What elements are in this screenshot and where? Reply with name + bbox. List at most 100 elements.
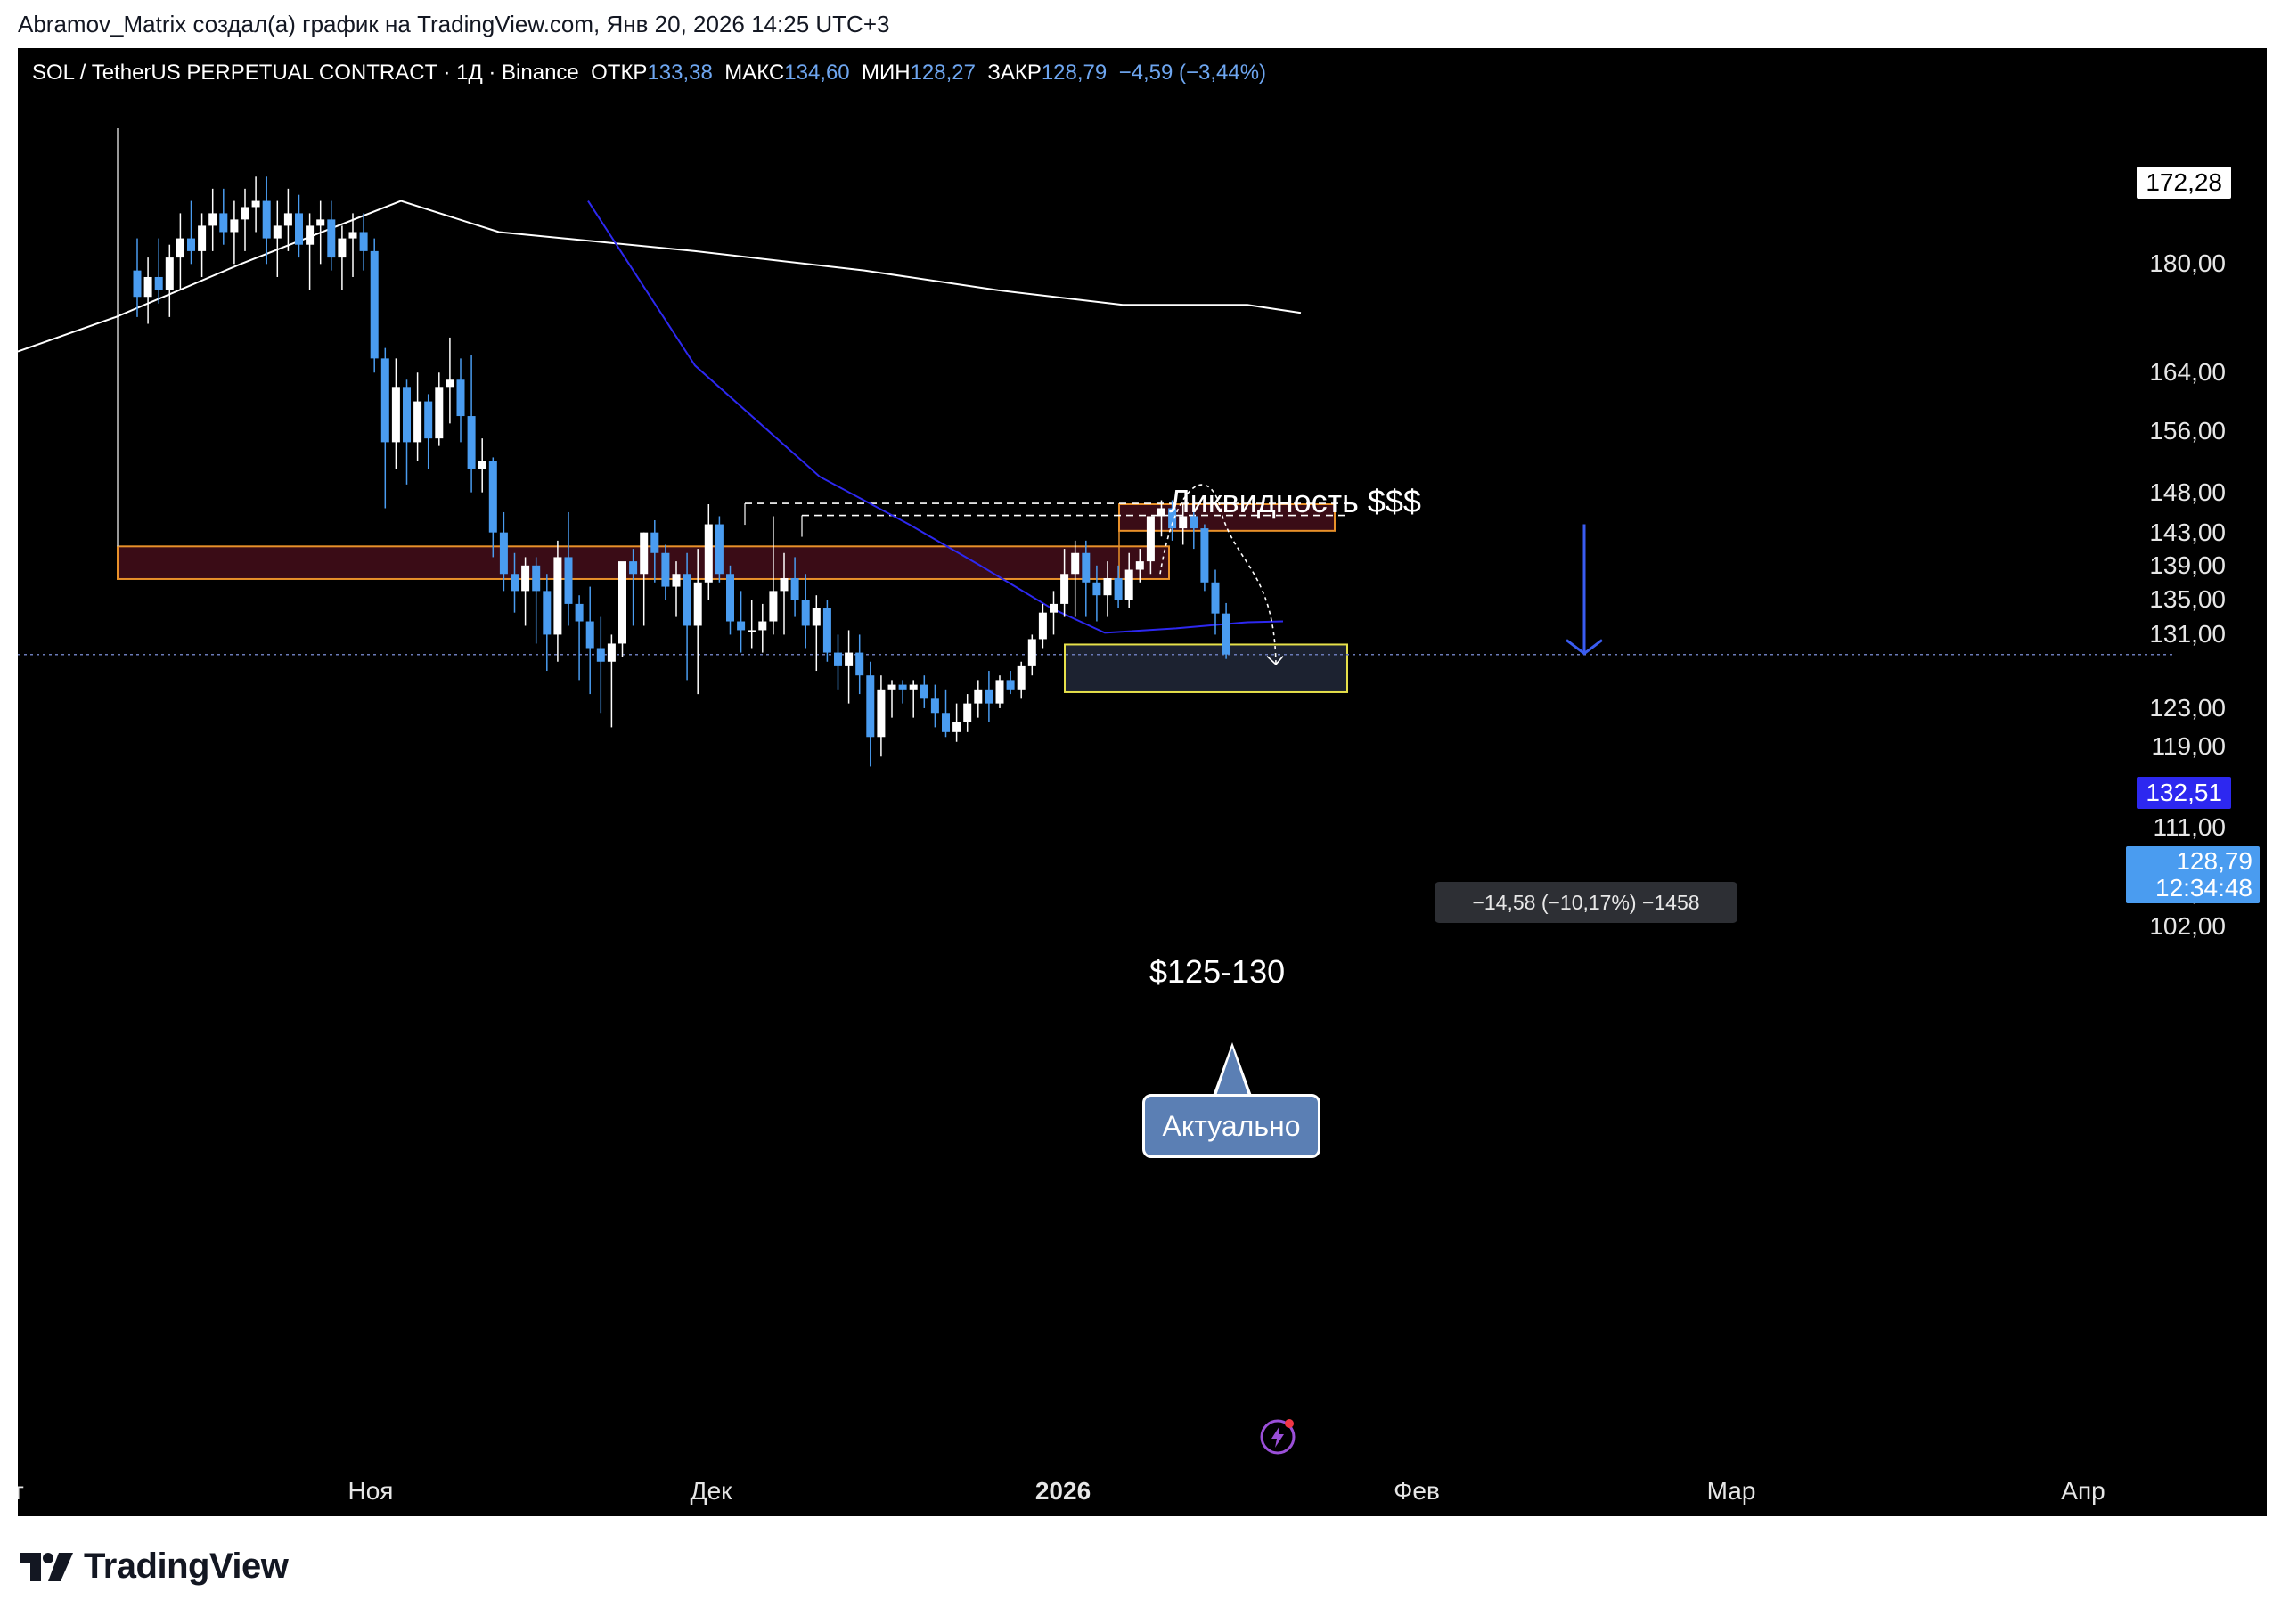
overlays-layer (1159, 484, 1603, 665)
candle-body (1168, 508, 1177, 529)
candle-body (995, 680, 1004, 704)
candle-body (1200, 528, 1209, 583)
candle-body (348, 232, 357, 239)
candle-body (478, 461, 486, 469)
candle-body (262, 200, 271, 239)
legend-open-label: ОТКР (591, 61, 648, 85)
candle-body (1017, 665, 1026, 690)
candle-body (942, 713, 950, 732)
candle-body (1050, 603, 1058, 613)
candle-body (327, 219, 336, 258)
ma200-price-tag: 172,28 (2137, 167, 2231, 199)
price-tick-label: 156,00 (2149, 416, 2226, 445)
candle-body (198, 225, 207, 251)
price-tick-label: 131,00 (2149, 620, 2226, 649)
price-tick-label: 148,00 (2149, 477, 2226, 506)
price-range-measure-label[interactable]: −14,58 (−10,17%) −1458 (1435, 882, 1737, 923)
candle-body (532, 565, 541, 592)
candle-body (1190, 516, 1198, 529)
price-tick-label: 139,00 (2149, 551, 2226, 579)
price-tick-label: 119,00 (2151, 732, 2226, 761)
legend-high-value: 134,60 (784, 61, 850, 85)
candle-body (165, 257, 174, 290)
legend-close-value: 128,79 (1041, 61, 1108, 85)
candle-body (607, 643, 616, 662)
candle-body (1027, 639, 1036, 666)
candle-body (1146, 516, 1155, 562)
candle-body (499, 532, 508, 575)
candle-body (359, 232, 368, 251)
legend-low-label: МИН (862, 61, 911, 85)
candle-body (176, 238, 184, 258)
candle-body (208, 213, 217, 226)
candle-body (295, 213, 303, 245)
price-tick-label: 123,00 (2149, 693, 2226, 722)
callout-actual[interactable]: Актуально (1142, 1094, 1320, 1158)
candle-body (1114, 578, 1123, 600)
candle-body (230, 219, 239, 233)
symbol-legend[interactable]: SOL / TetherUS PERPETUAL CONTRACT · 1Д ·… (32, 61, 1266, 86)
liquidity-annotation[interactable]: Ликвидность $$$ (1169, 483, 1421, 519)
candle-body (1038, 612, 1047, 640)
candle-body (403, 387, 411, 443)
legend-change-value: −4,59 (−3,44%) (1118, 61, 1267, 85)
candle-body (866, 675, 875, 738)
ema-price-tag: 132,51 (2137, 777, 2231, 809)
legend-open-value: 133,38 (647, 61, 713, 85)
callout-tail (1216, 1048, 1248, 1096)
candle-body (585, 621, 594, 649)
price-tick-label: 135,00 (2149, 585, 2226, 614)
candle-body (435, 387, 444, 439)
candle-body (488, 461, 497, 533)
candle-body (273, 225, 282, 239)
candle-body (801, 600, 810, 626)
candle-body (909, 684, 918, 690)
candle-body (834, 652, 842, 666)
candle-body (456, 379, 465, 417)
candle-body (370, 250, 379, 359)
last-price-tag: 128,79 12:34:48 (2126, 846, 2260, 903)
target-zone-label[interactable]: $125-130 (1149, 953, 1286, 990)
tradingview-footer-logo[interactable]: TradingView (20, 1546, 289, 1587)
candle-body (1179, 516, 1188, 529)
candle-body (1006, 680, 1015, 690)
candle-body (467, 416, 476, 469)
candle-body (920, 684, 928, 699)
candle-body (283, 213, 292, 226)
chart-canvas[interactable] (18, 48, 2267, 1516)
candle-body (693, 582, 702, 626)
chart-pane[interactable]: SOL / TetherUS PERPETUAL CONTRACT · 1Д ·… (18, 48, 2267, 1516)
candle-body (790, 578, 799, 600)
candle-body (391, 387, 400, 443)
candle-body (251, 200, 260, 208)
candle-body (748, 630, 756, 632)
candle-body (715, 524, 724, 575)
candle-body (640, 532, 649, 575)
price-tick-label: 143,00 (2149, 518, 2226, 546)
legend-high-label: МАКС (724, 61, 785, 85)
candle-body (446, 379, 454, 388)
candle-body (424, 401, 433, 439)
candle-body (1092, 582, 1101, 596)
candle-body (564, 557, 573, 604)
chart-attribution: Abramov_Matrix создал(а) график на Tradi… (18, 11, 890, 37)
price-tick-label: 164,00 (2149, 358, 2226, 387)
candle-body (154, 276, 163, 290)
candles-layer (133, 176, 1230, 767)
candle-body (887, 684, 896, 690)
candle-body (1211, 582, 1220, 614)
candle-body (812, 608, 821, 626)
candle-body (952, 722, 961, 732)
bar-replay-icon[interactable] (1258, 1416, 1297, 1456)
price-tick-label: 111,00 (2153, 813, 2226, 842)
time-tick-label: 2026 (1034, 1477, 1091, 1505)
time-tick-label: Апр (2061, 1477, 2105, 1505)
time-tick-label: кт (18, 1477, 24, 1505)
candle-body (877, 689, 886, 738)
candle-body (780, 578, 789, 592)
candle-body (511, 574, 519, 592)
candle-body (963, 703, 972, 723)
candle-body (822, 608, 831, 653)
candle-body (1157, 508, 1165, 517)
candle-body (575, 603, 584, 622)
